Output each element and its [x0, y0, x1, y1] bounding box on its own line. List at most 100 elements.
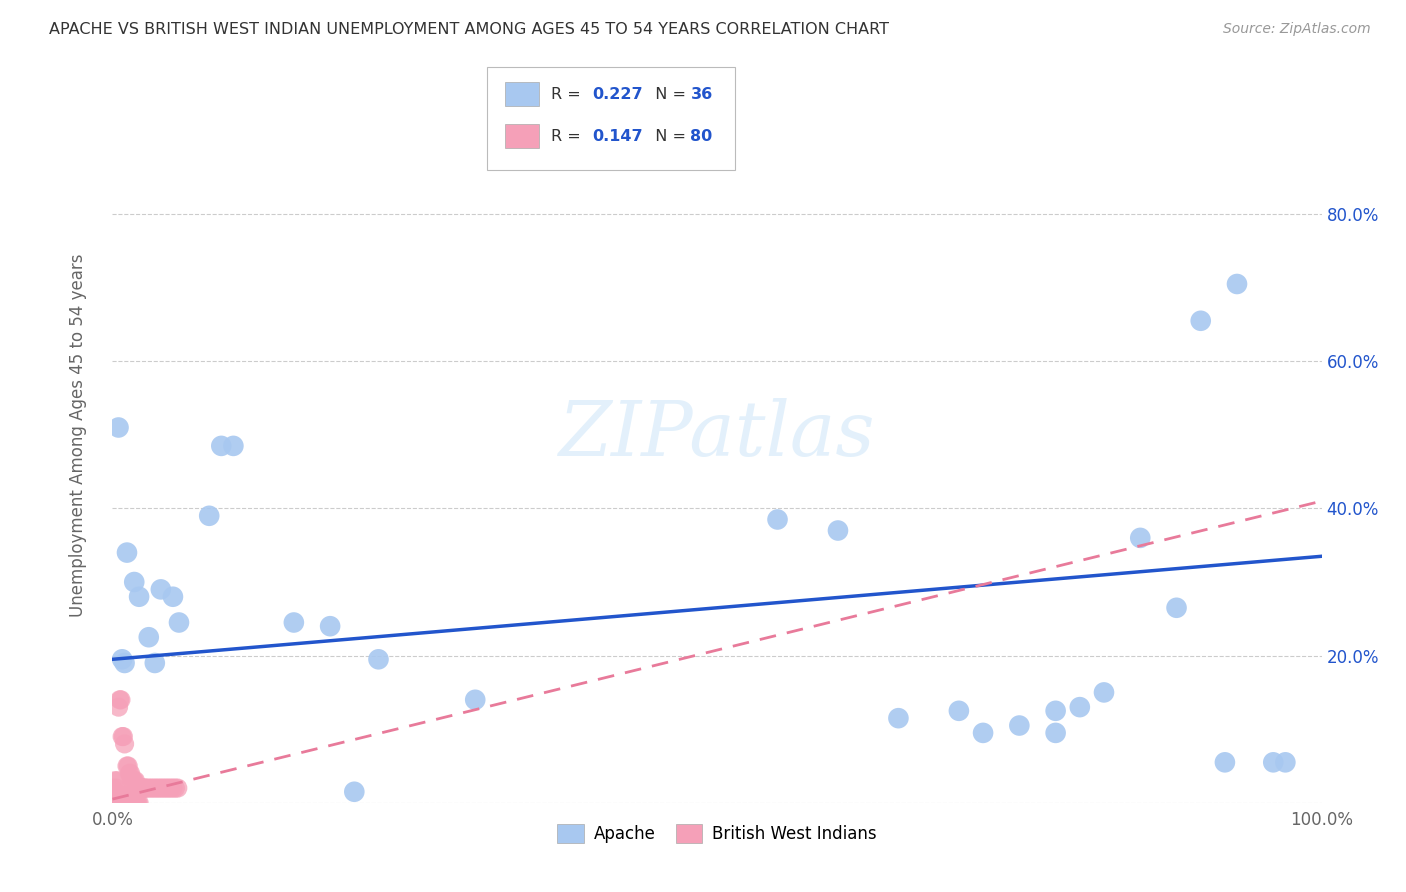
Point: [104, 796, 127, 810]
Text: APACHE VS BRITISH WEST INDIAN UNEMPLOYMENT AMONG AGES 45 TO 54 YEARS CORRELATION: APACHE VS BRITISH WEST INDIAN UNEMPLOYME…: [49, 22, 889, 37]
Point: [114, 796, 136, 810]
Point: [319, 619, 342, 633]
Point: [112, 730, 135, 744]
Point: [143, 656, 166, 670]
Point: [118, 766, 141, 780]
Point: [115, 796, 138, 810]
Point: [103, 796, 125, 810]
Point: [111, 730, 134, 744]
Point: [1274, 756, 1296, 770]
Point: [115, 545, 138, 560]
Point: [122, 796, 145, 810]
Point: [114, 737, 136, 751]
Point: [101, 796, 124, 810]
Point: [283, 615, 305, 630]
Point: [1092, 685, 1115, 699]
Bar: [506, 82, 540, 106]
Point: [887, 711, 910, 725]
Point: [115, 789, 138, 803]
Point: [948, 704, 970, 718]
Point: [128, 590, 150, 604]
Point: [121, 796, 143, 810]
Point: [827, 524, 849, 538]
Point: [105, 796, 128, 810]
Point: [122, 773, 145, 788]
Point: [120, 789, 142, 803]
Point: [101, 796, 124, 810]
Text: 80: 80: [690, 128, 713, 144]
Point: [121, 789, 143, 803]
Point: [198, 508, 221, 523]
Point: [104, 789, 127, 803]
Point: [134, 781, 156, 796]
Point: [132, 781, 155, 796]
Point: [159, 781, 181, 796]
Point: [157, 781, 180, 796]
Point: [464, 692, 486, 706]
Point: [105, 789, 128, 803]
Point: [162, 781, 184, 796]
Point: [1008, 718, 1031, 732]
Point: [115, 759, 138, 773]
Point: [138, 781, 160, 796]
Point: [129, 781, 152, 796]
Point: [135, 781, 157, 796]
Point: [103, 789, 125, 803]
Point: [118, 789, 141, 803]
Point: [105, 796, 128, 810]
Point: [155, 781, 177, 796]
Point: [162, 590, 184, 604]
Point: [117, 789, 139, 803]
Point: [114, 789, 136, 803]
Point: [108, 692, 131, 706]
Point: [167, 615, 190, 630]
Point: [117, 759, 139, 773]
Point: [141, 781, 163, 796]
Point: [112, 789, 135, 803]
Point: [107, 700, 129, 714]
Point: [131, 781, 153, 796]
Point: [110, 692, 132, 706]
Point: [111, 652, 134, 666]
Text: N =: N =: [644, 128, 696, 144]
Point: [107, 796, 129, 810]
Point: [222, 439, 245, 453]
Text: 0.227: 0.227: [592, 87, 643, 102]
Point: [101, 781, 124, 796]
Point: [343, 785, 366, 799]
Text: ZIPatlas: ZIPatlas: [558, 398, 876, 472]
Point: [122, 773, 145, 788]
Point: [1045, 704, 1067, 718]
Point: [1045, 726, 1067, 740]
Legend: Apache, British West Indians: Apache, British West Indians: [551, 817, 883, 850]
Point: [122, 796, 145, 810]
Point: [127, 781, 149, 796]
Point: [105, 789, 128, 803]
Point: [209, 439, 232, 453]
Point: [111, 796, 134, 810]
Point: [165, 781, 187, 796]
Point: [152, 781, 174, 796]
Point: [110, 789, 132, 803]
Point: [128, 781, 150, 796]
Point: [1069, 700, 1091, 714]
Point: [105, 773, 128, 788]
Point: [108, 796, 131, 810]
Point: [118, 796, 141, 810]
Bar: [506, 124, 540, 148]
Point: [972, 726, 994, 740]
Point: [367, 652, 389, 666]
Point: [125, 781, 148, 796]
Point: [107, 420, 129, 434]
Point: [127, 796, 149, 810]
Point: [148, 781, 170, 796]
Text: 36: 36: [690, 87, 713, 102]
Point: [124, 773, 146, 788]
Point: [114, 796, 136, 810]
Point: [125, 796, 148, 810]
Text: R =: R =: [551, 128, 592, 144]
Y-axis label: Unemployment Among Ages 45 to 54 years: Unemployment Among Ages 45 to 54 years: [69, 253, 87, 616]
Point: [132, 781, 155, 796]
Point: [766, 512, 789, 526]
Point: [166, 781, 188, 796]
